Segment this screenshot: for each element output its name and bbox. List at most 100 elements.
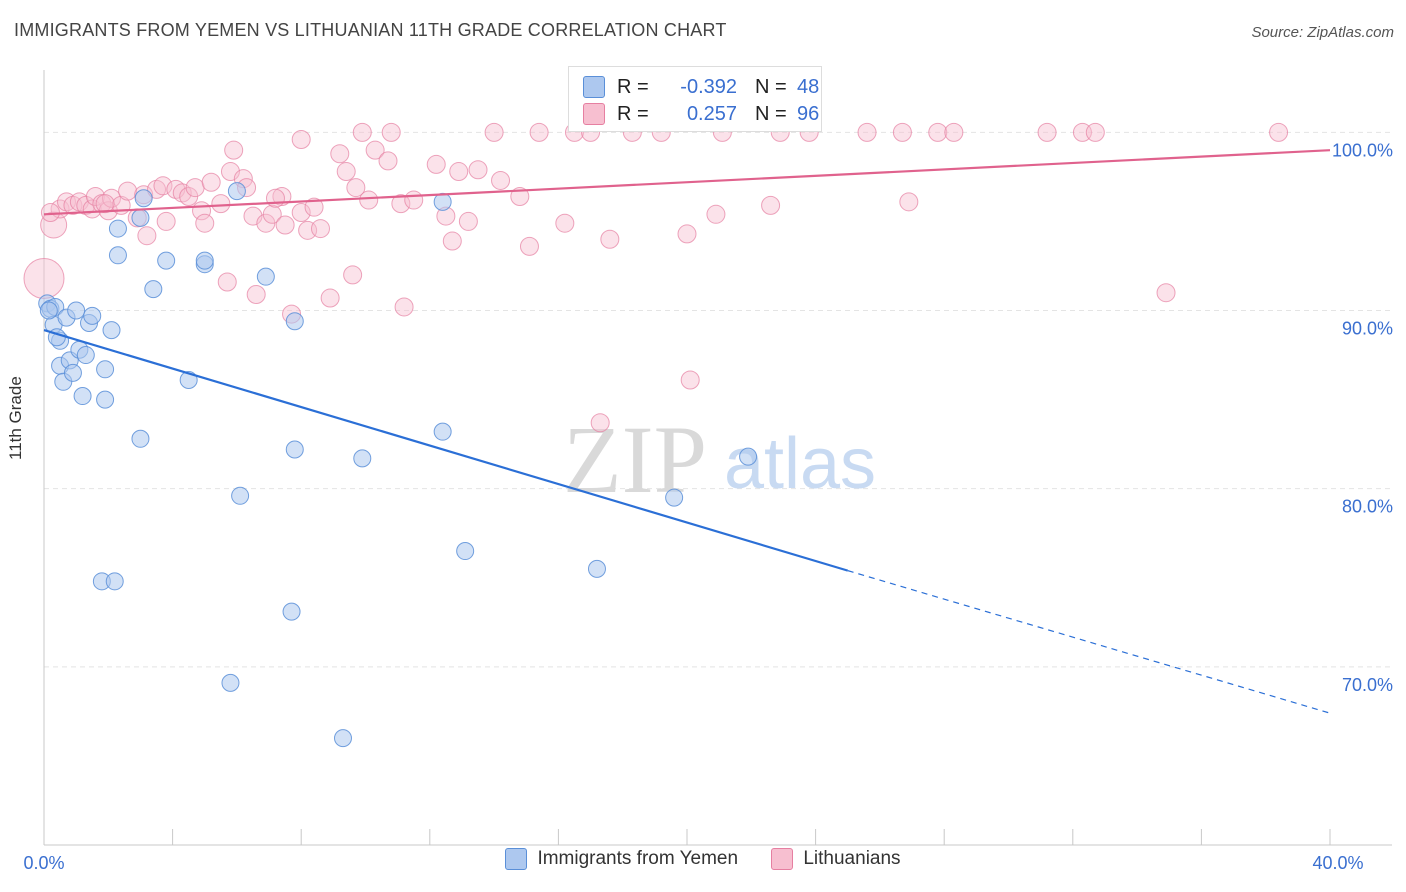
pink-point xyxy=(137,226,157,246)
y-tick-label: 90.0% xyxy=(1342,319,1393,339)
pink-point xyxy=(529,122,549,142)
pink-point xyxy=(82,199,102,219)
legend-label-yemen: Immigrants from Yemen xyxy=(537,848,739,869)
blue-point xyxy=(256,267,275,286)
pink-point xyxy=(1037,122,1057,142)
pink-point xyxy=(343,265,363,285)
y-tick-label: 70.0% xyxy=(1342,675,1393,695)
blue-point xyxy=(63,363,82,382)
blue-point xyxy=(108,246,127,265)
pink-point xyxy=(381,122,401,142)
n-label: N = xyxy=(755,102,787,125)
pink-point xyxy=(156,211,176,231)
blue-points xyxy=(38,182,758,748)
blue-point xyxy=(157,251,176,270)
trend-line-blue xyxy=(43,329,849,572)
blue-point xyxy=(195,251,214,270)
pink-point xyxy=(95,194,115,214)
pink-point xyxy=(706,204,726,224)
pink-point xyxy=(352,122,372,142)
pink-point xyxy=(391,194,411,214)
legend-swatch-blue xyxy=(505,848,528,870)
pink-point xyxy=(404,190,424,210)
blue-point xyxy=(96,390,115,409)
pink-point xyxy=(359,190,379,210)
pink-point xyxy=(510,186,530,206)
pink-point xyxy=(484,122,504,142)
blue-point xyxy=(131,429,150,448)
blue-point xyxy=(333,729,352,748)
r-label: R = xyxy=(617,102,649,125)
blue-point xyxy=(144,280,163,299)
pink-point xyxy=(336,162,356,182)
source-label: Source: ZipAtlas.com xyxy=(1251,24,1394,41)
pink-point xyxy=(1156,283,1176,303)
r-label: R = xyxy=(617,75,649,98)
blue-point xyxy=(665,488,684,507)
blue-point xyxy=(131,208,150,227)
pink-point xyxy=(291,203,311,223)
pink-point xyxy=(304,197,324,217)
blue-point xyxy=(105,572,124,591)
r-value-pink: 0.257 xyxy=(686,102,737,125)
pink-point xyxy=(147,179,167,199)
pink-point xyxy=(275,215,295,235)
pink-point xyxy=(944,122,964,142)
pink-point xyxy=(365,140,385,160)
blue-point xyxy=(83,306,102,325)
pink-point xyxy=(211,194,231,214)
n-label: N = xyxy=(755,75,787,98)
legend: Immigrants from Yemen Lithuanians xyxy=(0,848,1406,876)
pink-point xyxy=(857,122,877,142)
blue-point xyxy=(353,449,372,468)
pink-point xyxy=(449,162,469,182)
pink-point xyxy=(394,297,414,317)
watermark-zip: ZIP xyxy=(563,406,707,513)
pink-point xyxy=(153,176,173,196)
pink-point xyxy=(195,213,215,233)
legend-swatch-pink xyxy=(771,848,794,870)
pink-point xyxy=(761,195,781,215)
y-tick-label: 100.0% xyxy=(1332,140,1393,160)
pink-point xyxy=(680,370,700,390)
blue-point xyxy=(108,219,127,238)
pink-point xyxy=(600,229,620,249)
pink-point xyxy=(519,236,539,256)
pink-point xyxy=(1085,122,1105,142)
blue-point xyxy=(456,542,475,561)
pink-point xyxy=(201,172,221,192)
chart-title: IMMIGRANTS FROM YEMEN VS LITHUANIAN 11TH… xyxy=(14,20,727,40)
stats-box: R = -0.392 N = 48 R = 0.257 N = 96 xyxy=(568,66,822,132)
n-value-blue: 48 xyxy=(797,75,820,98)
trend-line-pink xyxy=(43,149,1331,216)
blue-point xyxy=(285,312,304,331)
blue-point xyxy=(231,486,250,505)
pink-point xyxy=(928,122,948,142)
r-value-blue: -0.392 xyxy=(680,75,737,98)
blue-point xyxy=(134,189,153,208)
pink-point xyxy=(310,219,330,239)
pink-point xyxy=(40,211,68,239)
pink-point xyxy=(262,204,282,224)
pink-point xyxy=(217,272,237,292)
pink-point xyxy=(265,188,285,208)
legend-item-lithuanians[interactable]: Lithuanians xyxy=(771,848,901,870)
pink-point xyxy=(320,288,340,308)
blue-point xyxy=(102,321,121,340)
pink-point xyxy=(892,122,912,142)
blue-point xyxy=(96,360,115,379)
pink-point xyxy=(426,154,446,174)
legend-label-lithuanians: Lithuanians xyxy=(803,848,901,869)
axes xyxy=(43,70,1392,846)
n-value-pink: 96 xyxy=(797,102,820,125)
pink-point xyxy=(378,151,398,171)
stats-row-blue: R = -0.392 N = 48 xyxy=(583,75,819,99)
legend-item-yemen[interactable]: Immigrants from Yemen xyxy=(505,848,738,870)
blue-point xyxy=(433,192,452,211)
pink-point xyxy=(442,231,462,251)
blue-point xyxy=(67,301,86,320)
pink-point xyxy=(346,178,366,198)
pink-point xyxy=(102,188,122,208)
blue-point xyxy=(433,422,452,441)
